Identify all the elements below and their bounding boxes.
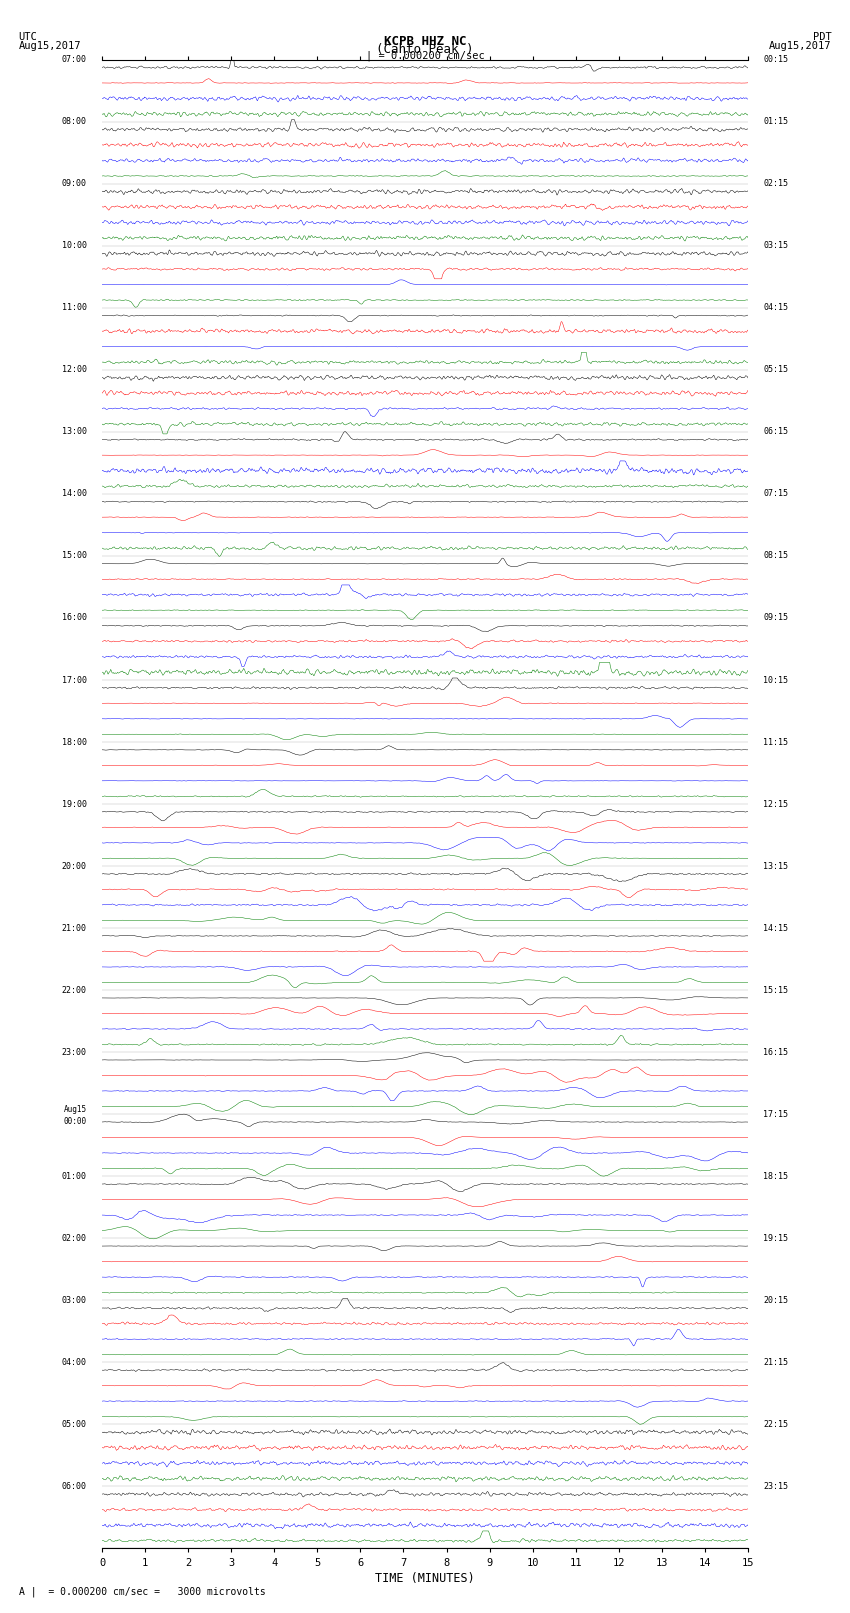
Text: 15:15: 15:15 (763, 986, 788, 995)
Text: 01:00: 01:00 (62, 1171, 87, 1181)
Text: 20:15: 20:15 (763, 1295, 788, 1305)
Text: 12:00: 12:00 (62, 366, 87, 374)
Text: UTC: UTC (19, 32, 37, 42)
Text: 16:15: 16:15 (763, 1048, 788, 1057)
Text: 23:15: 23:15 (763, 1482, 788, 1490)
Text: 08:00: 08:00 (62, 118, 87, 126)
Text: 13:00: 13:00 (62, 427, 87, 437)
X-axis label: TIME (MINUTES): TIME (MINUTES) (375, 1571, 475, 1584)
Text: 10:15: 10:15 (763, 676, 788, 684)
Text: 03:15: 03:15 (763, 242, 788, 250)
Text: | = 0.000200 cm/sec: | = 0.000200 cm/sec (366, 50, 484, 61)
Text: 01:15: 01:15 (763, 118, 788, 126)
Text: 12:15: 12:15 (763, 800, 788, 808)
Text: 21:15: 21:15 (763, 1358, 788, 1366)
Text: 02:15: 02:15 (763, 179, 788, 189)
Text: 19:00: 19:00 (62, 800, 87, 808)
Text: Aug15,2017: Aug15,2017 (19, 40, 82, 50)
Text: 06:00: 06:00 (62, 1482, 87, 1490)
Text: 22:15: 22:15 (763, 1419, 788, 1429)
Text: 06:15: 06:15 (763, 427, 788, 437)
Text: 09:15: 09:15 (763, 613, 788, 623)
Text: Aug15,2017: Aug15,2017 (768, 40, 831, 50)
Text: 11:15: 11:15 (763, 737, 788, 747)
Text: 23:00: 23:00 (62, 1048, 87, 1057)
Text: 02:00: 02:00 (62, 1234, 87, 1242)
Text: 19:15: 19:15 (763, 1234, 788, 1242)
Text: PDT: PDT (813, 32, 831, 42)
Text: 17:00: 17:00 (62, 676, 87, 684)
Text: 00:00: 00:00 (64, 1116, 87, 1126)
Text: A |  = 0.000200 cm/sec =   3000 microvolts: A | = 0.000200 cm/sec = 3000 microvolts (19, 1586, 265, 1597)
Text: 10:00: 10:00 (62, 242, 87, 250)
Text: 14:00: 14:00 (62, 489, 87, 498)
Text: 18:00: 18:00 (62, 737, 87, 747)
Text: 11:00: 11:00 (62, 303, 87, 313)
Text: Aug15: Aug15 (64, 1105, 87, 1115)
Text: (Cahto Peak ): (Cahto Peak ) (377, 44, 473, 56)
Text: 09:00: 09:00 (62, 179, 87, 189)
Text: 14:15: 14:15 (763, 924, 788, 932)
Text: 15:00: 15:00 (62, 552, 87, 560)
Text: 05:00: 05:00 (62, 1419, 87, 1429)
Text: 18:15: 18:15 (763, 1171, 788, 1181)
Text: KCPB HHZ NC: KCPB HHZ NC (383, 35, 467, 48)
Text: 03:00: 03:00 (62, 1295, 87, 1305)
Text: 07:00: 07:00 (62, 55, 87, 65)
Text: 16:00: 16:00 (62, 613, 87, 623)
Text: 17:15: 17:15 (763, 1110, 788, 1119)
Text: 07:15: 07:15 (763, 489, 788, 498)
Text: 04:15: 04:15 (763, 303, 788, 313)
Text: 04:00: 04:00 (62, 1358, 87, 1366)
Text: 13:15: 13:15 (763, 861, 788, 871)
Text: 05:15: 05:15 (763, 366, 788, 374)
Text: 00:15: 00:15 (763, 55, 788, 65)
Text: 08:15: 08:15 (763, 552, 788, 560)
Text: 22:00: 22:00 (62, 986, 87, 995)
Text: 20:00: 20:00 (62, 861, 87, 871)
Text: 21:00: 21:00 (62, 924, 87, 932)
